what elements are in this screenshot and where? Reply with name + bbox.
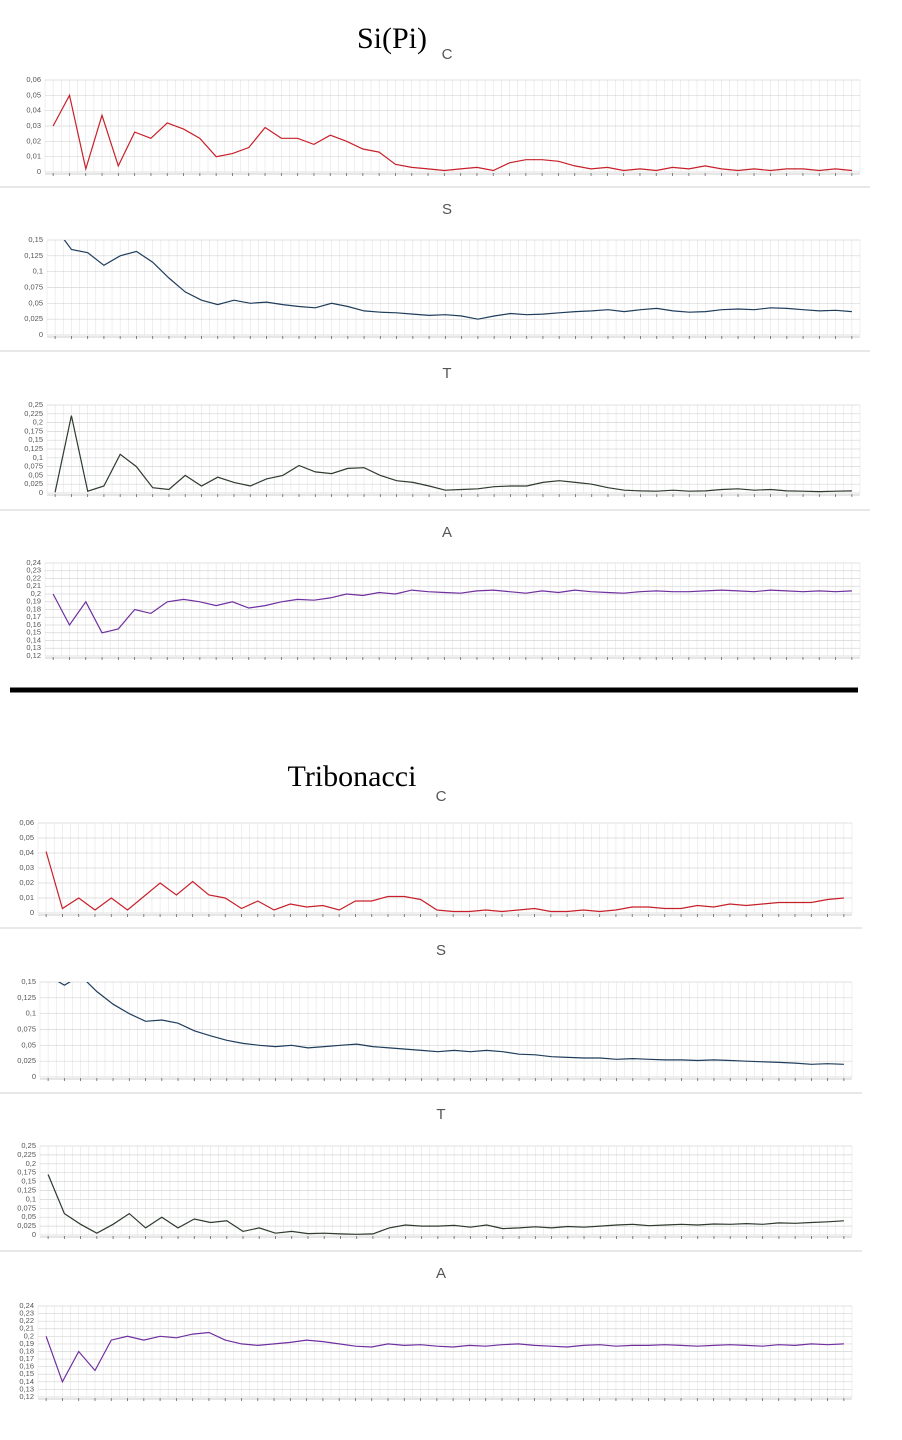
y-tick-label: 0,125 (24, 251, 43, 260)
chart-title: T (436, 1106, 445, 1123)
y-tick-label: 0,15 (28, 235, 43, 244)
y-tick-label: 0,02 (19, 878, 34, 887)
y-tick-label: 0,025 (24, 314, 43, 323)
y-tick-label: 0,05 (21, 1040, 36, 1049)
y-tick-label: 0,025 (17, 1221, 36, 1230)
y-tick-label: 0,075 (24, 462, 43, 471)
y-tick-label: 0,15 (26, 628, 41, 637)
y-tick-label: 0,22 (19, 1316, 34, 1325)
y-tick-label: 0,1 (26, 1009, 36, 1018)
y-tick-label: 0,19 (19, 1339, 34, 1348)
y-tick-label: 0,25 (28, 400, 43, 409)
y-tick-label: 0,225 (17, 1150, 36, 1159)
data-line (45, 851, 844, 913)
chart-title: A (442, 524, 452, 541)
y-tick-label: 0 (37, 167, 41, 176)
y-tick-label: 0,2 (31, 589, 41, 598)
y-tick-label: 0,14 (19, 1377, 34, 1386)
y-tick-label: 0,06 (19, 818, 34, 827)
data-line (63, 240, 852, 320)
data-line (52, 589, 852, 634)
y-tick-label: 0,13 (26, 643, 41, 652)
y-tick-label: 0,025 (17, 1056, 36, 1065)
chart-title: C (436, 788, 447, 805)
y-tick-label: 0,22 (26, 573, 41, 582)
y-tick-label: 0,05 (28, 470, 43, 479)
y-tick-label: 0 (39, 488, 43, 497)
data-line (57, 982, 844, 1065)
y-tick-label: 0,02 (26, 136, 41, 145)
y-tick-label: 0,12 (19, 1392, 34, 1401)
y-tick-label: 0,01 (26, 152, 41, 161)
y-tick-label: 0,175 (24, 426, 43, 435)
y-tick-label: 0,16 (26, 620, 41, 629)
y-tick-label: 0,04 (26, 106, 41, 115)
y-tick-label: 0,15 (21, 977, 36, 986)
y-tick-label: 0,03 (19, 863, 34, 872)
y-tick-label: 0,05 (26, 90, 41, 99)
y-tick-label: 0,23 (19, 1309, 34, 1318)
chart-title: S (442, 201, 452, 218)
y-tick-label: 0,025 (24, 479, 43, 488)
y-tick-label: 0,2 (26, 1159, 36, 1168)
y-tick-label: 0,19 (26, 597, 41, 606)
y-tick-label: 0,14 (26, 635, 41, 644)
y-tick-label: 0,125 (17, 993, 36, 1002)
y-tick-label: 0,05 (28, 298, 43, 307)
y-tick-label: 0,05 (19, 833, 34, 842)
y-tick-label: 0,18 (26, 604, 41, 613)
y-tick-label: 0,075 (17, 1024, 36, 1033)
y-tick-label: 0,01 (19, 893, 34, 902)
chart-title: S (436, 942, 446, 959)
data-line (54, 415, 852, 493)
y-tick-label: 0,25 (21, 1141, 36, 1150)
y-tick-label: 0 (30, 908, 34, 917)
y-tick-label: 0,15 (21, 1177, 36, 1186)
y-tick-label: 0,175 (17, 1168, 36, 1177)
y-tick-label: 0,23 (26, 566, 41, 575)
y-tick-label: 0,17 (19, 1354, 34, 1363)
y-tick-label: 0,06 (26, 75, 41, 84)
y-tick-label: 0,05 (21, 1212, 36, 1221)
y-tick-label: 0,125 (17, 1185, 36, 1194)
y-tick-label: 0,04 (19, 848, 34, 857)
y-tick-label: 0 (32, 1230, 36, 1239)
y-tick-label: 0 (32, 1072, 36, 1081)
y-tick-label: 0,18 (19, 1346, 34, 1355)
y-tick-label: 0,15 (19, 1369, 34, 1378)
y-tick-label: 0,2 (33, 418, 43, 427)
y-tick-label: 0,24 (19, 1301, 34, 1310)
section-title: Tribonacci (288, 760, 417, 793)
y-tick-label: 0,2 (24, 1331, 34, 1340)
y-tick-label: 0,075 (17, 1203, 36, 1212)
y-tick-label: 0,1 (26, 1194, 36, 1203)
y-tick-label: 0,225 (24, 409, 43, 418)
y-tick-label: 0,24 (26, 558, 41, 567)
y-tick-label: 0,12 (26, 651, 41, 660)
y-tick-label: 0,125 (24, 444, 43, 453)
y-tick-label: 0,03 (26, 121, 41, 130)
chart-title: C (442, 46, 453, 63)
y-tick-label: 0,15 (28, 435, 43, 444)
y-tick-label: 0,075 (24, 282, 43, 291)
y-tick-label: 0,16 (19, 1362, 34, 1371)
data-line (52, 93, 852, 172)
data-line (47, 1174, 844, 1235)
y-tick-label: 0,17 (26, 612, 41, 621)
y-tick-label: 0 (39, 330, 43, 339)
y-tick-label: 0,21 (19, 1324, 34, 1333)
y-tick-label: 0,21 (26, 581, 41, 590)
chart-title: T (442, 365, 451, 382)
y-tick-label: 0,13 (19, 1384, 34, 1393)
chart-title: A (436, 1265, 446, 1282)
y-tick-label: 0,1 (33, 267, 43, 276)
section-title: Si(Pi) (357, 22, 427, 55)
y-tick-label: 0,1 (33, 453, 43, 462)
data-line (45, 1331, 844, 1384)
